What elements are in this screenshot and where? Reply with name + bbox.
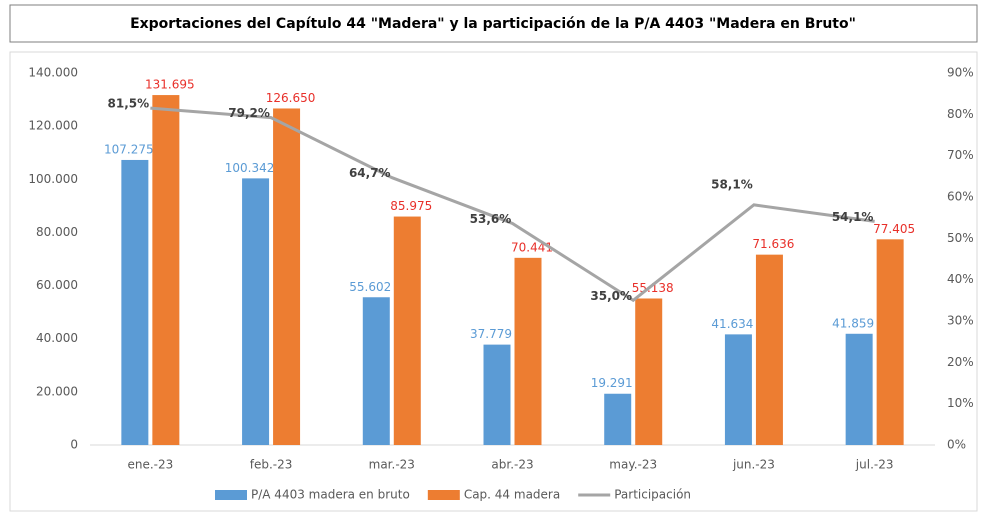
- legend-label: Cap. 44 madera: [464, 488, 560, 502]
- data-label: 77.405: [873, 222, 915, 236]
- line: [150, 106, 875, 303]
- x-tick-label: abr.-23: [491, 458, 533, 472]
- legend-label: P/A 4403 madera en bruto: [251, 488, 410, 502]
- data-label: 107.275: [104, 142, 154, 156]
- y2-tick-label: 70%: [947, 148, 974, 162]
- bar: [152, 95, 180, 446]
- bar: [724, 334, 752, 445]
- data-label: 41.634: [711, 317, 753, 331]
- y-tick-label: 20.000: [36, 384, 78, 398]
- x-tick-label: may.-23: [609, 458, 657, 472]
- data-label: 85.975: [390, 199, 432, 213]
- data-label: 64,7%: [349, 166, 391, 180]
- data-label: 35,0%: [590, 289, 632, 303]
- y-tick-label: 0: [70, 438, 78, 452]
- y-tick-label: 40.000: [36, 331, 78, 345]
- y-tick-label: 100.000: [28, 172, 78, 186]
- y2-tick-label: 50%: [947, 231, 974, 245]
- y2-tick-label: 30%: [947, 314, 974, 328]
- data-label: 41.859: [832, 316, 874, 330]
- bar: [635, 298, 663, 445]
- bar: [121, 159, 149, 445]
- bar: [514, 257, 542, 445]
- bar: [604, 393, 632, 445]
- bar: [845, 333, 873, 445]
- chart-title: Exportaciones del Capítulo 44 "Madera" y…: [130, 16, 856, 32]
- legend-label: Participación: [614, 488, 691, 502]
- y2-tick-label: 80%: [947, 107, 974, 121]
- data-label: 37.779: [470, 327, 512, 341]
- y2-tick-label: 0%: [947, 438, 966, 452]
- x-tick-label: ene.-23: [127, 458, 173, 472]
- legend-swatch: [427, 490, 460, 500]
- x-tick-label: jul.-23: [855, 458, 894, 472]
- y2-tick-label: 10%: [947, 396, 974, 410]
- y-tick-label: 140.000: [28, 66, 78, 80]
- bar: [483, 344, 511, 445]
- data-label: 81,5%: [108, 97, 150, 111]
- y-tick-label: 60.000: [36, 278, 78, 292]
- legend-swatch: [215, 490, 247, 500]
- y2-tick-label: 20%: [947, 355, 974, 369]
- data-label: 79,2%: [228, 106, 270, 120]
- y-tick-label: 120.000: [28, 119, 78, 133]
- data-label: 55.602: [349, 280, 391, 294]
- bar: [393, 216, 421, 445]
- data-label: 126.650: [266, 91, 316, 105]
- data-label: 70.441: [511, 240, 553, 254]
- y-tick-label: 80.000: [36, 225, 78, 239]
- bar: [273, 108, 301, 446]
- data-label: 19.291: [591, 376, 633, 390]
- y2-tick-label: 40%: [947, 272, 974, 286]
- data-label: 71.636: [752, 237, 794, 251]
- y2-tick-label: 90%: [947, 66, 974, 80]
- bar: [242, 178, 270, 446]
- data-label: 58,1%: [711, 177, 753, 191]
- data-label: 131.695: [145, 78, 195, 92]
- data-label: 54,1%: [832, 210, 874, 224]
- x-tick-label: feb.-23: [250, 458, 293, 472]
- bar: [755, 254, 783, 445]
- x-tick-label: mar.-23: [369, 458, 415, 472]
- data-label: 53,6%: [470, 212, 512, 226]
- bar: [876, 239, 904, 445]
- title-box: [9, 4, 978, 43]
- bar: [362, 297, 390, 445]
- data-label: 100.342: [225, 161, 275, 175]
- x-tick-label: jun.-23: [732, 458, 775, 472]
- y2-tick-label: 60%: [947, 190, 974, 204]
